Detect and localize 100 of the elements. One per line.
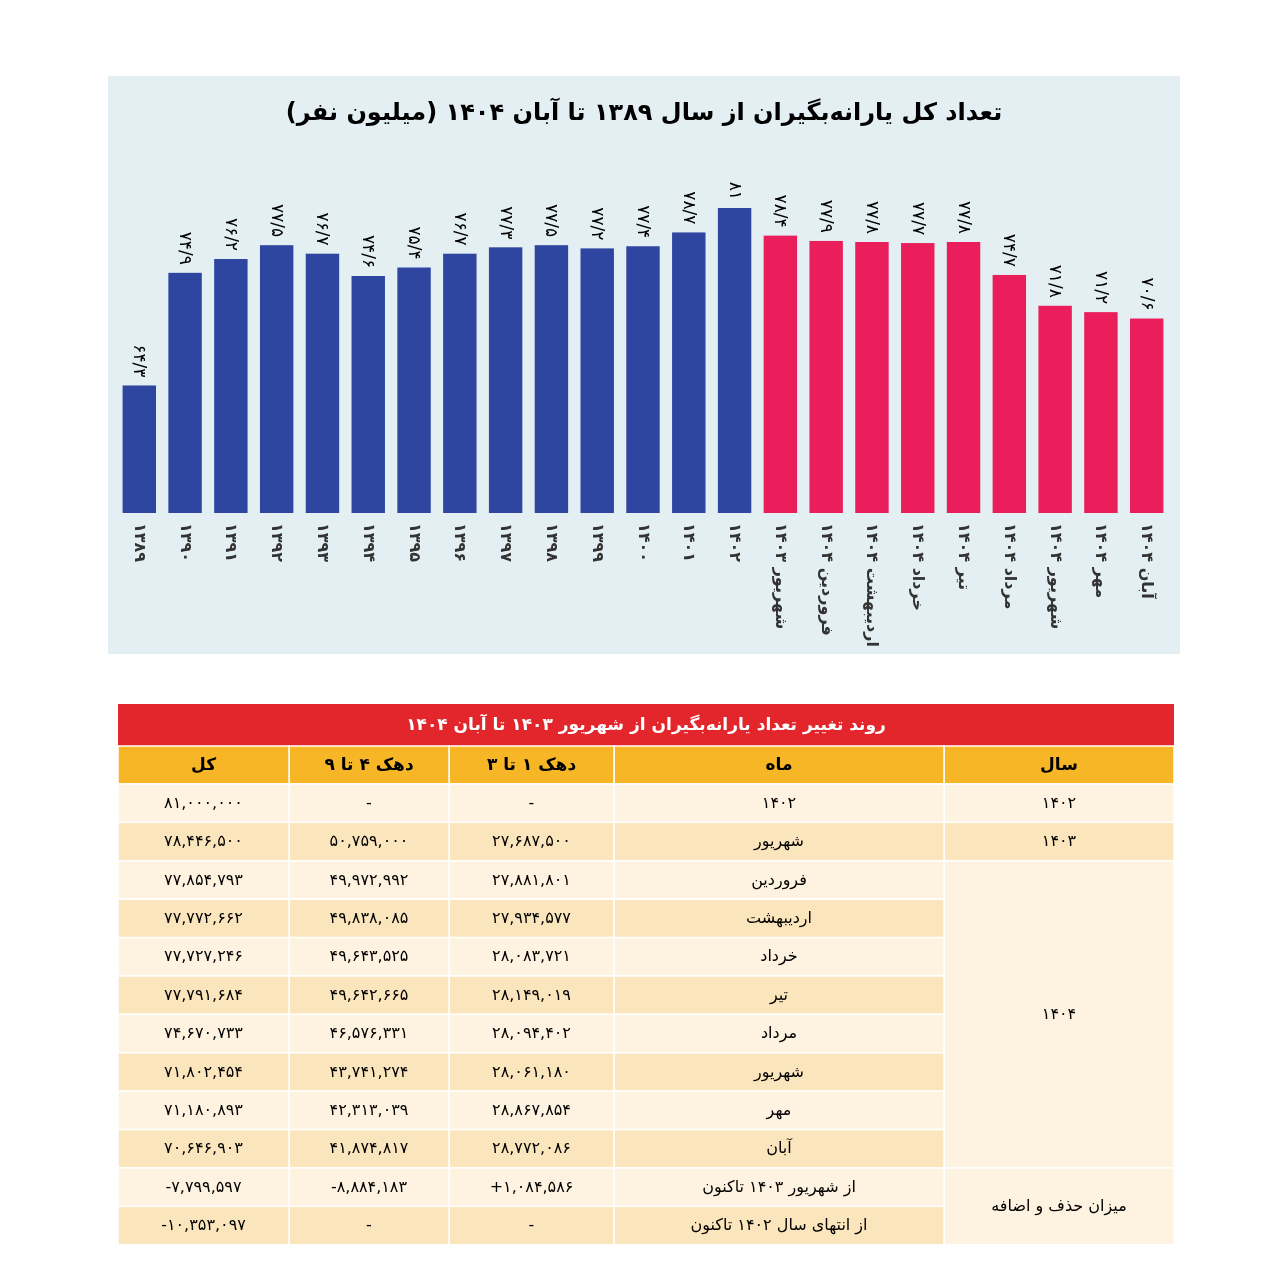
data-label: ۷۷/۵: [267, 204, 288, 238]
text: ۸۱,۰۰۰,۰۰۰: [164, 792, 243, 812]
text: -: [366, 792, 372, 812]
data-label: ۷۱/۲: [1091, 271, 1112, 305]
text: -۸,۸۸۴,۱۸۳: [330, 1176, 408, 1196]
chart-title: تعداد کل یارانه‌بگیران از سال ۱۳۸۹ تا آبان ۱۴۰۴ (میلیون نفر): [285, 97, 1003, 126]
text: ۲۸,۰۶۱,۱۸۰: [492, 1061, 571, 1081]
x-tick-label: ۱۳۹۸: [542, 523, 562, 563]
text: شهریور: [753, 831, 805, 851]
text: تیر: [769, 984, 789, 1004]
data-label: ۸۱: [725, 181, 746, 200]
x-tick-label: ۱۳۹۷: [497, 523, 517, 563]
data-label: ۷۴/۶: [359, 234, 380, 269]
text: ۱۴۰۲: [1041, 792, 1077, 812]
x-tick-label: مرداد ۱۴۰۴: [1000, 523, 1020, 610]
data-label: ۷۷/۲: [588, 207, 609, 241]
data-label: ۷۶/۷: [313, 212, 334, 246]
data-label: ۷۶/۲: [221, 217, 242, 252]
text: ۱۴۰۴: [1041, 1003, 1077, 1023]
x-tick-label: تیر ۱۴۰۴: [955, 523, 975, 591]
x-tick-label: شهریور ۱۴۰۳: [771, 523, 791, 630]
category-label: دهک ۴ تا ۹: [324, 754, 414, 774]
text: -: [366, 1215, 372, 1235]
x-tick-label: ۱۳۹۹: [588, 523, 608, 563]
text: ۲۷,۸۸۱,۸۰۱: [492, 869, 571, 889]
text: ۷۷,۷۲۷,۲۴۶: [164, 946, 243, 966]
x-tick-label: ۱۳۹۶: [451, 523, 471, 563]
x-tick-label: شهریور ۱۴۰۴: [1046, 523, 1066, 630]
text: -۱۰,۳۵۳,۰۹۷: [161, 1215, 246, 1235]
text: ۲۸,۰۸۳,۷۲۱: [492, 946, 571, 966]
category-label: سال: [1040, 754, 1078, 774]
text: ۲۷,۹۳۴,۵۷۷: [492, 907, 571, 927]
x-tick-label: ۱۳۹۳: [313, 523, 333, 563]
data-label: ۷۸/۴: [771, 194, 792, 228]
text: ۴۱,۸۷۴,۸۱۷: [329, 1138, 409, 1158]
x-tick-label: ۱۳۹۰: [176, 523, 196, 563]
text: -۷,۷۹۹,۵۹۷: [165, 1176, 242, 1196]
text: ۴۳,۷۴۱,۲۷۴: [329, 1061, 409, 1081]
text: ۱۴۰۲: [761, 792, 797, 812]
data-label: ۷۱/۸: [1046, 264, 1067, 298]
category-label: دهک ۱ تا ۳: [486, 754, 577, 774]
text: از شهریور ۱۴۰۳ تاکنون: [702, 1176, 856, 1196]
text: فروردین: [751, 869, 807, 889]
data-label: ۷۷/۸: [954, 200, 975, 235]
text: اردیبهشت: [746, 907, 812, 927]
data-label: ۷۴/۷: [1000, 233, 1021, 267]
text: ۷۷,۷۹۱,۶۸۴: [164, 984, 243, 1004]
data-label: ۷۶/۷: [450, 212, 471, 246]
x-tick-label: ۱۴۰۱: [680, 523, 700, 563]
text: ۴۲,۳۱۳,۰۳۹: [329, 1099, 409, 1119]
x-tick-label: ۱۳۸۹: [130, 523, 150, 563]
text: ۲۸,۰۹۴,۴۰۲: [492, 1023, 571, 1043]
text: ۲۸,۸۶۷,۸۵۴: [492, 1099, 571, 1119]
x-tick-label: ۱۳۹۱: [222, 523, 242, 563]
data-label: ۷۷/۵: [542, 204, 563, 238]
text: ۷۸,۴۴۶,۵۰۰: [164, 831, 243, 851]
x-tick-label: اردیبهشت ۱۴۰۴: [863, 523, 883, 647]
data-label: ۷۵/۴: [405, 226, 426, 260]
text: ۴۹,۸۳۸,۰۸۵: [329, 907, 409, 927]
text: مرداد: [760, 1023, 798, 1043]
data-label: ۷۸/۷: [679, 191, 700, 225]
text: +۱,۰۸۴,۵۸۶: [489, 1176, 574, 1196]
text: ۷۷,۷۷۲,۶۶۲: [164, 907, 243, 927]
data-label: ۷۷/۸: [862, 200, 883, 235]
x-tick-label: فروردین ۱۴۰۴: [817, 523, 837, 636]
text: خرداد: [760, 946, 798, 966]
data-label: ۷۷/۹: [817, 199, 838, 233]
text: ۱۴۰۳: [1041, 831, 1077, 851]
data-label: ۷۷/۷: [908, 201, 929, 236]
x-tick-label: ۱۳۹۲: [268, 523, 288, 563]
data-label: ۷۴/۹: [176, 231, 197, 265]
text: ۴۹,۶۴۳,۵۲۵: [329, 946, 409, 966]
text: ۷۷,۸۵۴,۷۹۳: [164, 869, 243, 889]
text: روند تغییر تعداد یارانه‌بگیران از شهریور ۱۴۰۳ تا آبان ۱۴۰۴: [406, 713, 886, 735]
text: مهر: [766, 1099, 792, 1119]
text: آبان: [766, 1138, 792, 1158]
category-label: کل: [190, 754, 217, 774]
x-tick-label: ۱۴۰۰: [634, 523, 654, 563]
text: ۴۶,۵۷۶,۳۳۱: [329, 1023, 409, 1043]
x-tick-label: مهر ۱۴۰۴: [1092, 523, 1112, 599]
text: ۲۸,۱۴۹,۰۱۹: [492, 984, 571, 1004]
x-tick-label: ۱۳۹۴: [359, 523, 379, 563]
text: ۷۱,۸۰۲,۴۵۴: [164, 1061, 243, 1081]
text: -: [528, 1215, 535, 1235]
text: ۲۷,۶۸۷,۵۰۰: [492, 831, 571, 851]
data-label: ۷۷/۳: [496, 206, 517, 240]
text: شهریور: [753, 1061, 805, 1081]
text: ۴۹,۹۷۲,۹۹۲: [329, 869, 409, 889]
x-tick-label: خرداد ۱۴۰۴: [909, 523, 929, 612]
x-tick-label: ۱۴۰۲: [726, 523, 746, 563]
text: ۷۱,۱۸۰,۸۹۳: [164, 1099, 243, 1119]
data-label: ۷۷/۴: [634, 205, 654, 239]
text: -: [528, 792, 535, 812]
category-label: ماه: [765, 754, 793, 774]
x-tick-label: ۱۳۹۵: [405, 523, 425, 563]
text: ۲۸,۷۷۲,۰۸۶: [492, 1138, 571, 1158]
text: ۷۴,۶۷۰,۷۳۳: [164, 1023, 243, 1043]
x-tick-label: آبان ۱۴۰۴: [1138, 523, 1159, 600]
text: میزان حذف و اضافه: [991, 1195, 1127, 1215]
text: از انتهای سال ۱۴۰۲ تاکنون: [690, 1215, 868, 1235]
